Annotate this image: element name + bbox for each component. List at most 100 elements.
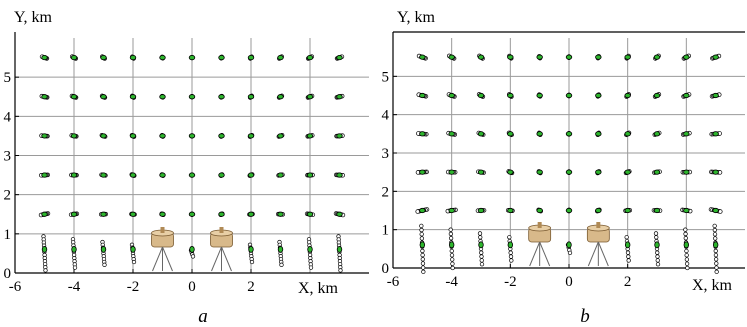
scatter-point — [100, 211, 107, 217]
scatter-point-outline — [131, 259, 137, 265]
scatter-point-outline — [655, 254, 660, 259]
scatter-point-outline — [190, 254, 196, 259]
y-tick-label: 0 — [382, 261, 390, 277]
scatter-point — [277, 94, 284, 100]
scatter-point — [507, 92, 514, 99]
scatter-point — [306, 94, 314, 100]
scatter-point — [712, 131, 719, 137]
scatter-point — [536, 207, 543, 214]
scatter-point-outline — [421, 265, 426, 270]
scatter-point — [306, 172, 314, 178]
scatter-point-outline — [509, 258, 514, 263]
scatter-point-outline — [714, 269, 719, 274]
scatter-point — [41, 94, 48, 100]
scatter-point-outline — [421, 269, 426, 274]
scatter-point — [277, 172, 284, 178]
scatter-point-outline — [508, 250, 513, 255]
scatter-point — [70, 211, 78, 217]
scatter-point — [507, 207, 514, 214]
scatter-point-outline — [683, 227, 688, 232]
scatter-point — [624, 207, 631, 214]
scatter-point — [477, 54, 485, 60]
scatter-point-outline — [655, 262, 661, 267]
scatter-point — [188, 172, 196, 178]
scatter-point-outline — [479, 258, 484, 263]
scatter-point — [159, 172, 166, 178]
scatter-point — [595, 169, 602, 175]
scatter-point — [595, 54, 602, 60]
scatter-point-outline — [479, 250, 484, 255]
scatter-point-outline — [308, 265, 314, 270]
scatter-point-outline — [655, 258, 660, 263]
scatter-point — [683, 54, 690, 60]
scatter-point — [712, 241, 719, 249]
scatter-point-outline — [713, 257, 719, 262]
scatter-point — [478, 241, 484, 249]
x-tick-label: 2 — [247, 279, 255, 295]
scatter-point-outline — [449, 248, 454, 254]
scatter-point — [712, 92, 719, 99]
scatter-point — [624, 241, 631, 249]
scatter-point-outline — [477, 231, 483, 236]
y-tick-label: 5 — [382, 69, 390, 85]
scatter-point-outline — [249, 259, 255, 265]
scatter-point-outline — [684, 248, 689, 254]
scatter-point-outline — [448, 227, 453, 232]
x-tick-label: 0 — [188, 279, 196, 295]
scatter-point-outline — [43, 268, 48, 273]
scatter-point-outline — [625, 250, 631, 255]
scatter-point — [306, 211, 314, 217]
scatter-point — [129, 133, 137, 139]
scatter-point — [565, 92, 573, 99]
x-tick-label: -2 — [504, 274, 517, 290]
scatter-point-outline — [684, 253, 689, 258]
scatter-point — [129, 94, 137, 100]
scatter-point — [419, 92, 426, 99]
scatter-point — [712, 207, 719, 214]
scatter-point-outline — [448, 231, 454, 237]
scatter-point — [159, 54, 166, 61]
x-tick-label: -4 — [68, 279, 81, 295]
scatter-point — [565, 131, 573, 137]
scatter-point — [712, 54, 719, 60]
scatter-point — [448, 92, 455, 99]
scatter-point — [336, 172, 343, 178]
scatter-point — [277, 211, 284, 217]
x-tick-label: -2 — [127, 279, 140, 295]
scatter-point-outline — [713, 252, 719, 258]
scatter-point — [306, 54, 314, 61]
scatter-point-outline — [655, 250, 660, 255]
scatter-point — [477, 131, 485, 137]
scatter-point — [218, 133, 225, 139]
scatter-point — [247, 54, 255, 61]
x-tick-label: 0 — [565, 274, 573, 290]
scatter-point-outline — [419, 223, 424, 229]
scatter-point — [100, 54, 107, 61]
y-tick-label: 5 — [4, 70, 12, 86]
scatter-point — [507, 131, 514, 137]
scatter-point-outline — [479, 254, 484, 259]
scatter-point — [653, 131, 661, 137]
scatter-point — [419, 131, 426, 137]
scatter-point — [477, 169, 485, 175]
scatter-point-outline — [626, 254, 631, 259]
scatter-point — [188, 211, 196, 217]
scatter-point — [712, 169, 719, 175]
scatter-point — [100, 133, 107, 139]
scatter-point — [448, 241, 455, 249]
scatter-point — [653, 169, 661, 175]
scatter-point — [683, 207, 690, 214]
scatter-point — [419, 169, 426, 175]
scatter-point — [507, 54, 514, 60]
scatter-point — [419, 207, 426, 214]
scatter-point-outline — [450, 261, 455, 266]
scatter-point — [130, 246, 136, 253]
scatter-point — [683, 92, 690, 99]
tripod-sensor-icon — [586, 222, 610, 267]
tripod-sensor-icon — [528, 222, 552, 267]
scatter-point-outline — [419, 227, 424, 233]
scatter-point-outline — [714, 261, 719, 266]
tripod-sensor-icon — [151, 227, 174, 272]
scatter-points — [38, 54, 346, 273]
scatter-point-outline — [712, 227, 717, 233]
